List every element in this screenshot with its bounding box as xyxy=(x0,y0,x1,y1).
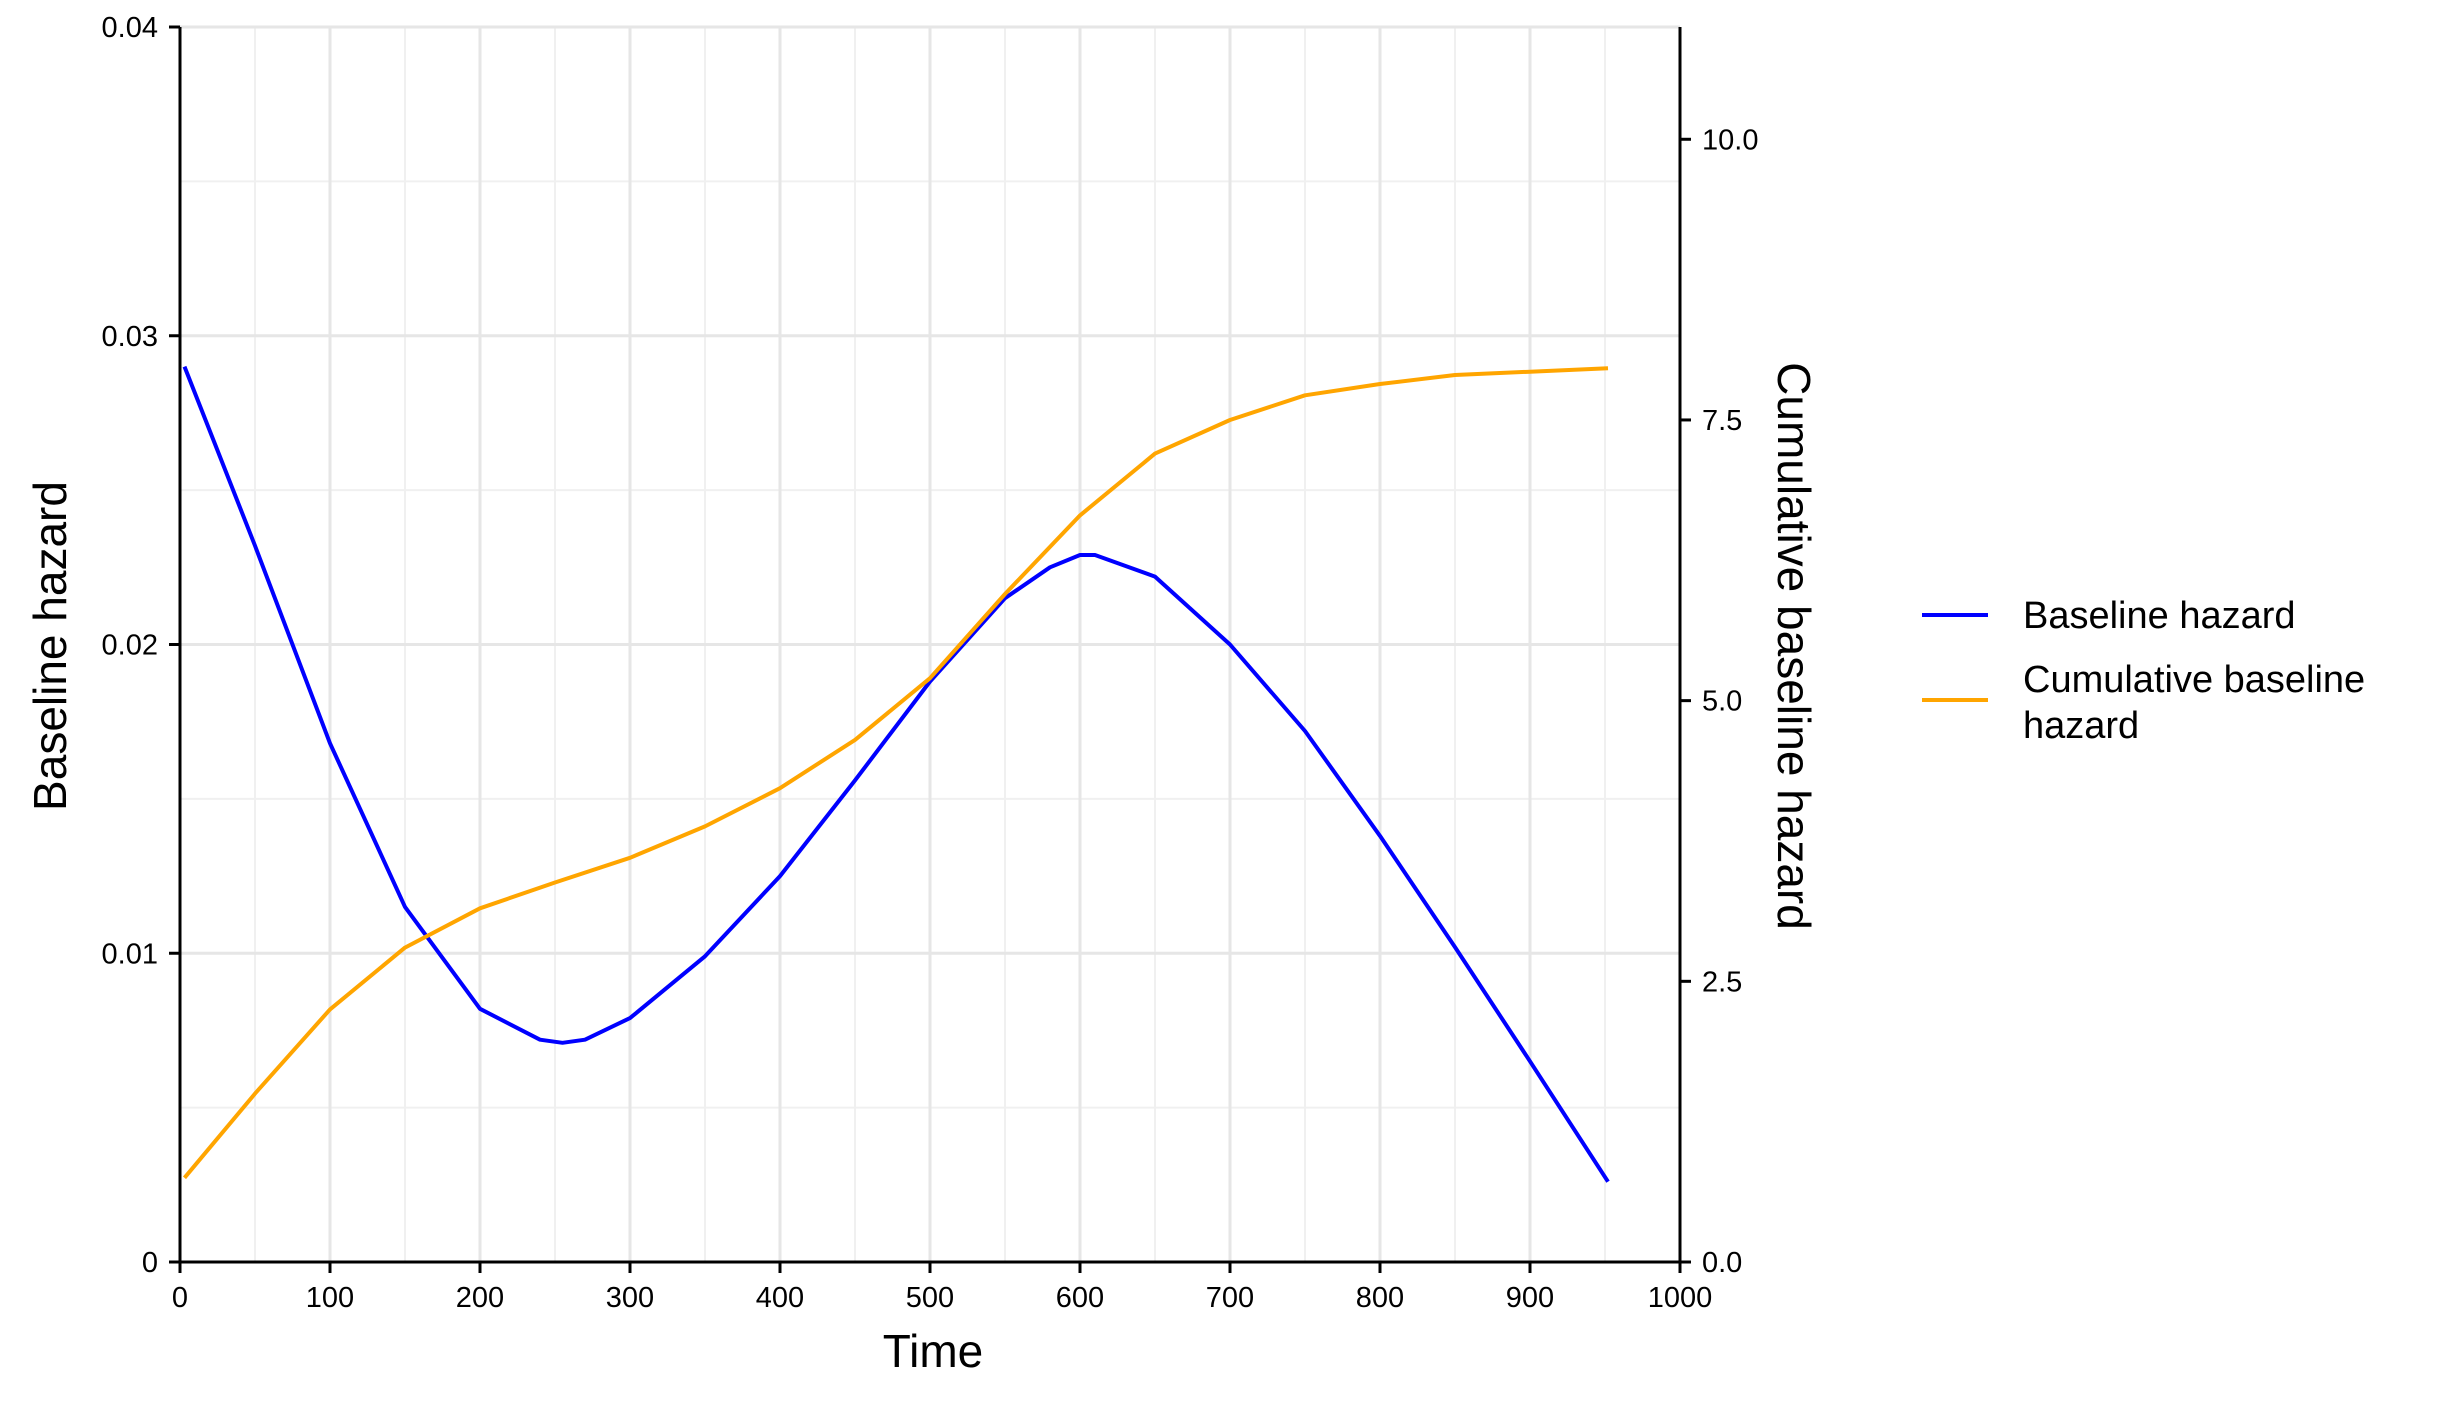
y2-tick-label: 0.0 xyxy=(1702,1247,1742,1279)
y-tick-label: 0.02 xyxy=(102,630,158,662)
x-tick-label: 400 xyxy=(756,1282,804,1314)
y2-tick-label: 5.0 xyxy=(1702,686,1742,718)
x-ticks: 0 100 200 300 400 500 600 700 800 900 1000 xyxy=(172,1262,1712,1314)
legend: Baseline hazard Cumulative baseline hazar… xyxy=(1922,595,2365,747)
x-tick-label: 800 xyxy=(1356,1282,1404,1314)
series-line-baseline-hazard xyxy=(182,365,1610,1183)
y-tick-label: 0 xyxy=(142,1247,158,1279)
x-tick-label: 700 xyxy=(1206,1282,1254,1314)
legend-label-line-1: Cumulative baseline xyxy=(2023,659,2365,701)
x-tick-label: 500 xyxy=(906,1282,954,1314)
y2-tick-label: 7.5 xyxy=(1702,405,1742,437)
y-tick-label: 0.04 xyxy=(102,12,158,44)
x-tick-label: 1000 xyxy=(1648,1282,1713,1314)
legend-label-cumulative-hazard: Cumulative baseline hazard xyxy=(2023,659,2365,747)
x-tick-label: 300 xyxy=(606,1282,654,1314)
y-tick-label: 0.03 xyxy=(102,321,158,353)
series-layer xyxy=(182,365,1610,1183)
y-left-ticks: 0 0.01 0.02 0.03 0.04 xyxy=(102,12,180,1279)
y2-tick-label: 2.5 xyxy=(1702,966,1742,998)
legend-label-line-2: hazard xyxy=(2023,705,2139,747)
legend-label-baseline-hazard: Baseline hazard xyxy=(2023,595,2296,637)
x-tick-label: 900 xyxy=(1506,1282,1554,1314)
x-axis-title: Time xyxy=(883,1325,984,1377)
series-line-cumulative-hazard xyxy=(182,366,1609,1180)
x-tick-label: 200 xyxy=(456,1282,504,1314)
x-tick-label: 100 xyxy=(306,1282,354,1314)
y-tick-label: 0.01 xyxy=(102,938,158,970)
x-tick-label: 0 xyxy=(172,1282,188,1314)
y-axis-title: Baseline hazard xyxy=(24,481,76,811)
x-tick-label: 600 xyxy=(1056,1282,1104,1314)
y2-tick-label: 10.0 xyxy=(1702,124,1758,156)
y-right-ticks: 0.0 2.5 5.0 7.5 10.0 xyxy=(1680,124,1758,1279)
y2-axis-title: Cumulative baseline hazard xyxy=(1768,362,1820,930)
